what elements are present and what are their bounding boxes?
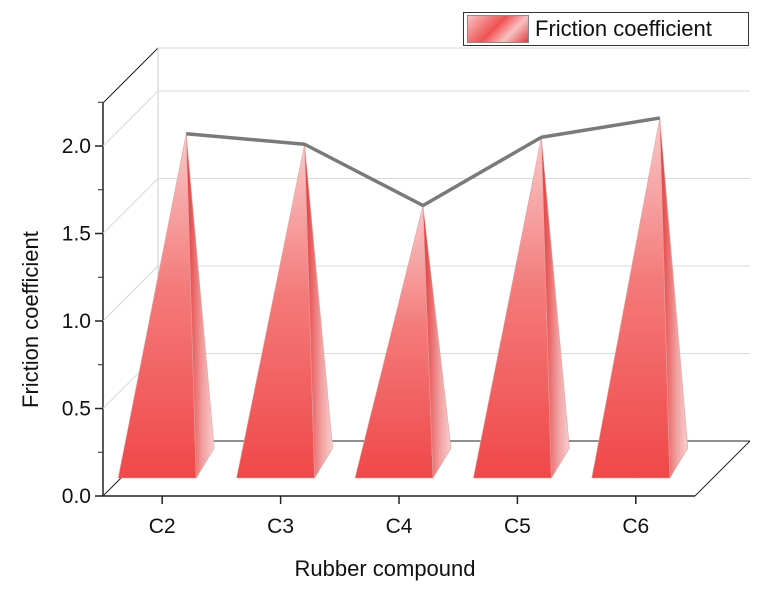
grid-depth-line [102,178,159,234]
y-tick-label: 1.5 [62,223,91,246]
x-tick-label: C6 [622,515,649,538]
pyramid-side-face [185,133,215,480]
y-axis-ticks: 0.0 0.5 1.0 1.5 2.0 [62,101,103,508]
pyramid-front-face [117,133,197,479]
pyramid-side-face [659,117,689,480]
x-tick-label: C4 [386,515,413,538]
y-tick-label: 0.5 [62,398,91,421]
depth-edge-bottom-right [694,440,751,497]
y-axis-title: Friction coefficient [18,231,43,408]
y-tick-label: 2.0 [62,135,91,158]
grid-depth-line [102,265,159,322]
x-axis-ticks: C2 C3 C4 C5 C6 [149,496,649,538]
pyramid-front-face [354,205,434,479]
x-tick-label: C5 [504,515,531,538]
pyramid-bars [117,117,689,480]
pyramid-bar [591,117,689,480]
pyramid-bar [473,137,570,480]
pyramid-bar [354,205,452,480]
pyramid-side-face [422,205,452,480]
grid-depth-line [102,90,159,147]
legend-swatch [467,15,529,43]
pyramid-front-face [591,117,671,479]
pyramid-front-face [236,144,315,479]
legend: Friction coefficient [463,12,749,46]
x-tick-label: C3 [267,515,294,538]
pyramid-bar [236,144,333,480]
series-line [186,116,661,208]
y-tick-label: 0.0 [62,485,91,508]
x-tick-label: C2 [149,515,176,538]
pyramid-bar [117,133,215,480]
pyramid-side-face [304,144,333,480]
depth-edge-top-left [102,47,159,104]
series-polyline [186,116,661,208]
pyramid-side-face [541,137,570,480]
legend-label: Friction coefficient [535,16,712,41]
pyramid-front-face [473,137,552,479]
x-axis-title: Rubber compound [294,556,476,581]
y-tick-label: 1.0 [62,310,91,333]
